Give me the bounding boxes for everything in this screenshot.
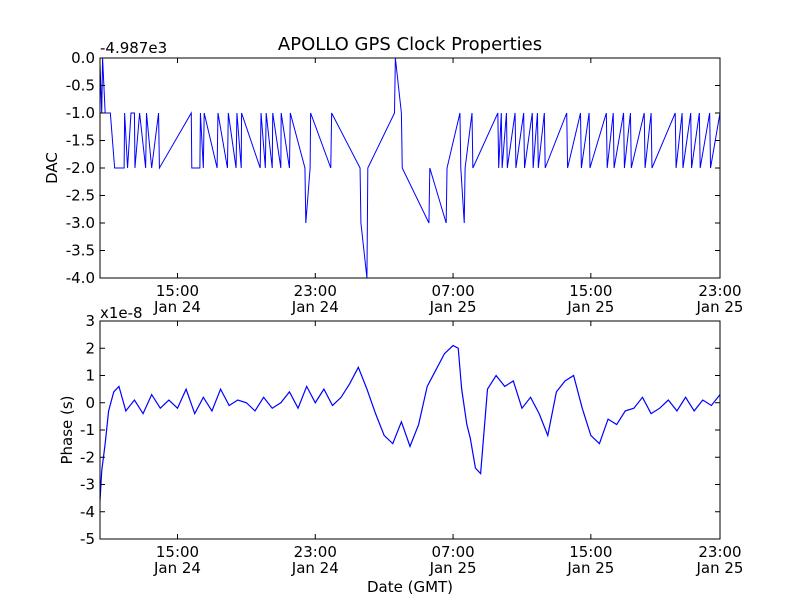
phase-panel-series-line (100, 344, 720, 501)
dac-panel-series-line (100, 58, 720, 278)
phase-panel-ytick-label: -4 (80, 503, 95, 521)
phase-panel-ytick-label: -5 (80, 530, 95, 548)
phase-panel-xtick-date-label: Jan 25 (429, 559, 477, 577)
dac-panel-ytick-label: -1.5 (66, 132, 95, 150)
dac-panel-ytick-label: 0.0 (71, 49, 95, 67)
phase-panel-ytick-label: 0 (85, 394, 95, 412)
phase-panel-xtick-time-label: 15:00 (569, 543, 612, 561)
dac-panel-xtick-date-label: Jan 24 (153, 298, 201, 316)
dac-panel-xtick-date-label: Jan 24 (291, 298, 339, 316)
dac-panel: -4.0 -3.5 -3.0 -2.5 -2.0 -1.5 -1.0 -0.5 0.0 15:00… (43, 39, 743, 316)
phase-panel-xtick-time-label: 15:00 (156, 543, 199, 561)
phase-panel-xtick-time-label: 23:00 (698, 543, 741, 561)
phase-panel-xtick-date-label: Jan 25 (696, 559, 744, 577)
dac-panel-ytick-label: -3.0 (66, 214, 95, 232)
dac-panel-ytick-label: -0.5 (66, 77, 95, 95)
dac-panel-ytick-label: -2.0 (66, 159, 95, 177)
phase-panel-ytick-label: 2 (85, 339, 95, 357)
phase-panel-ytick-label: -1 (80, 421, 95, 439)
dac-panel-xtick-time-label: 15:00 (569, 282, 612, 300)
phase-panel-ytick-label: -3 (80, 476, 95, 494)
dac-panel-xtick-time-label: 15:00 (156, 282, 199, 300)
dac-panel-xtick-time-label: 07:00 (431, 282, 474, 300)
dac-panel-offset-label: -4.987e3 (100, 39, 167, 57)
phase-panel-xtick-date-label: Jan 25 (566, 559, 614, 577)
dac-panel-xtick-time-label: 23:00 (294, 282, 337, 300)
chart-title: APOLLO GPS Clock Properties (278, 34, 542, 55)
dac-panel-ytick-label: -1.0 (66, 104, 95, 122)
phase-panel-xtick-time-label: 07:00 (431, 543, 474, 561)
phase-panel-ytick-label: 3 (85, 312, 95, 330)
dac-panel-ylabel: DAC (43, 152, 61, 184)
dac-panel-xtick-date-label: Jan 25 (566, 298, 614, 316)
dac-panel-ytick-label: -3.5 (66, 242, 95, 260)
dac-panel-xtick-time-label: 23:00 (698, 282, 741, 300)
phase-panel-ytick-label: -2 (80, 448, 95, 466)
phase-panel-xlabel: Date (GMT) (367, 578, 453, 596)
phase-panel-xtick-time-label: 23:00 (294, 543, 337, 561)
dac-panel-xtick-date-label: Jan 25 (696, 298, 744, 316)
phase-panel-ylabel: Phase (s) (58, 395, 76, 464)
dac-panel-xtick-date-label: Jan 25 (429, 298, 477, 316)
phase-panel-xtick-date-label: Jan 24 (153, 559, 201, 577)
phase-panel-offset-label: x1e-8 (100, 304, 143, 322)
dac-panel-ytick-label: -2.5 (66, 187, 95, 205)
dac-panel-ytick-label: -4.0 (66, 269, 95, 287)
phase-panel-xtick-date-label: Jan 24 (291, 559, 339, 577)
phase-panel-ytick-label: 1 (85, 367, 95, 385)
